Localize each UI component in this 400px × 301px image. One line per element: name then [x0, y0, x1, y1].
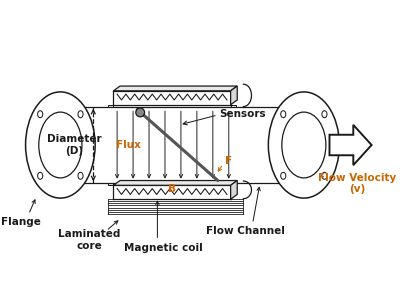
Bar	[231, 183, 236, 185]
Ellipse shape	[26, 92, 95, 198]
Text: F: F	[225, 157, 232, 166]
Text: Diameter
(D): Diameter (D)	[46, 134, 101, 156]
Ellipse shape	[268, 92, 339, 198]
Ellipse shape	[282, 112, 326, 178]
Polygon shape	[231, 181, 237, 199]
Ellipse shape	[281, 172, 286, 179]
Ellipse shape	[78, 111, 83, 118]
Polygon shape	[114, 181, 237, 185]
Text: Flow Velocity
(v): Flow Velocity (v)	[318, 173, 396, 194]
Text: Flux: Flux	[116, 140, 140, 150]
Ellipse shape	[39, 112, 82, 178]
Ellipse shape	[322, 172, 327, 179]
Text: Magnetic coil: Magnetic coil	[124, 243, 202, 253]
Polygon shape	[330, 125, 372, 165]
Text: B: B	[168, 184, 176, 194]
Ellipse shape	[281, 111, 286, 118]
Text: Sensors: Sensors	[220, 109, 266, 119]
Polygon shape	[114, 86, 237, 91]
Bar	[231, 105, 236, 107]
Text: Flange: Flange	[1, 217, 41, 227]
Text: Flow Channel: Flow Channel	[206, 226, 285, 236]
Ellipse shape	[322, 111, 327, 118]
Ellipse shape	[78, 172, 83, 179]
Circle shape	[136, 108, 144, 117]
Bar	[108, 105, 114, 107]
Ellipse shape	[38, 172, 43, 179]
Polygon shape	[231, 86, 237, 105]
Ellipse shape	[38, 111, 43, 118]
Text: Laminated
core: Laminated core	[58, 229, 121, 251]
Bar	[108, 183, 114, 185]
